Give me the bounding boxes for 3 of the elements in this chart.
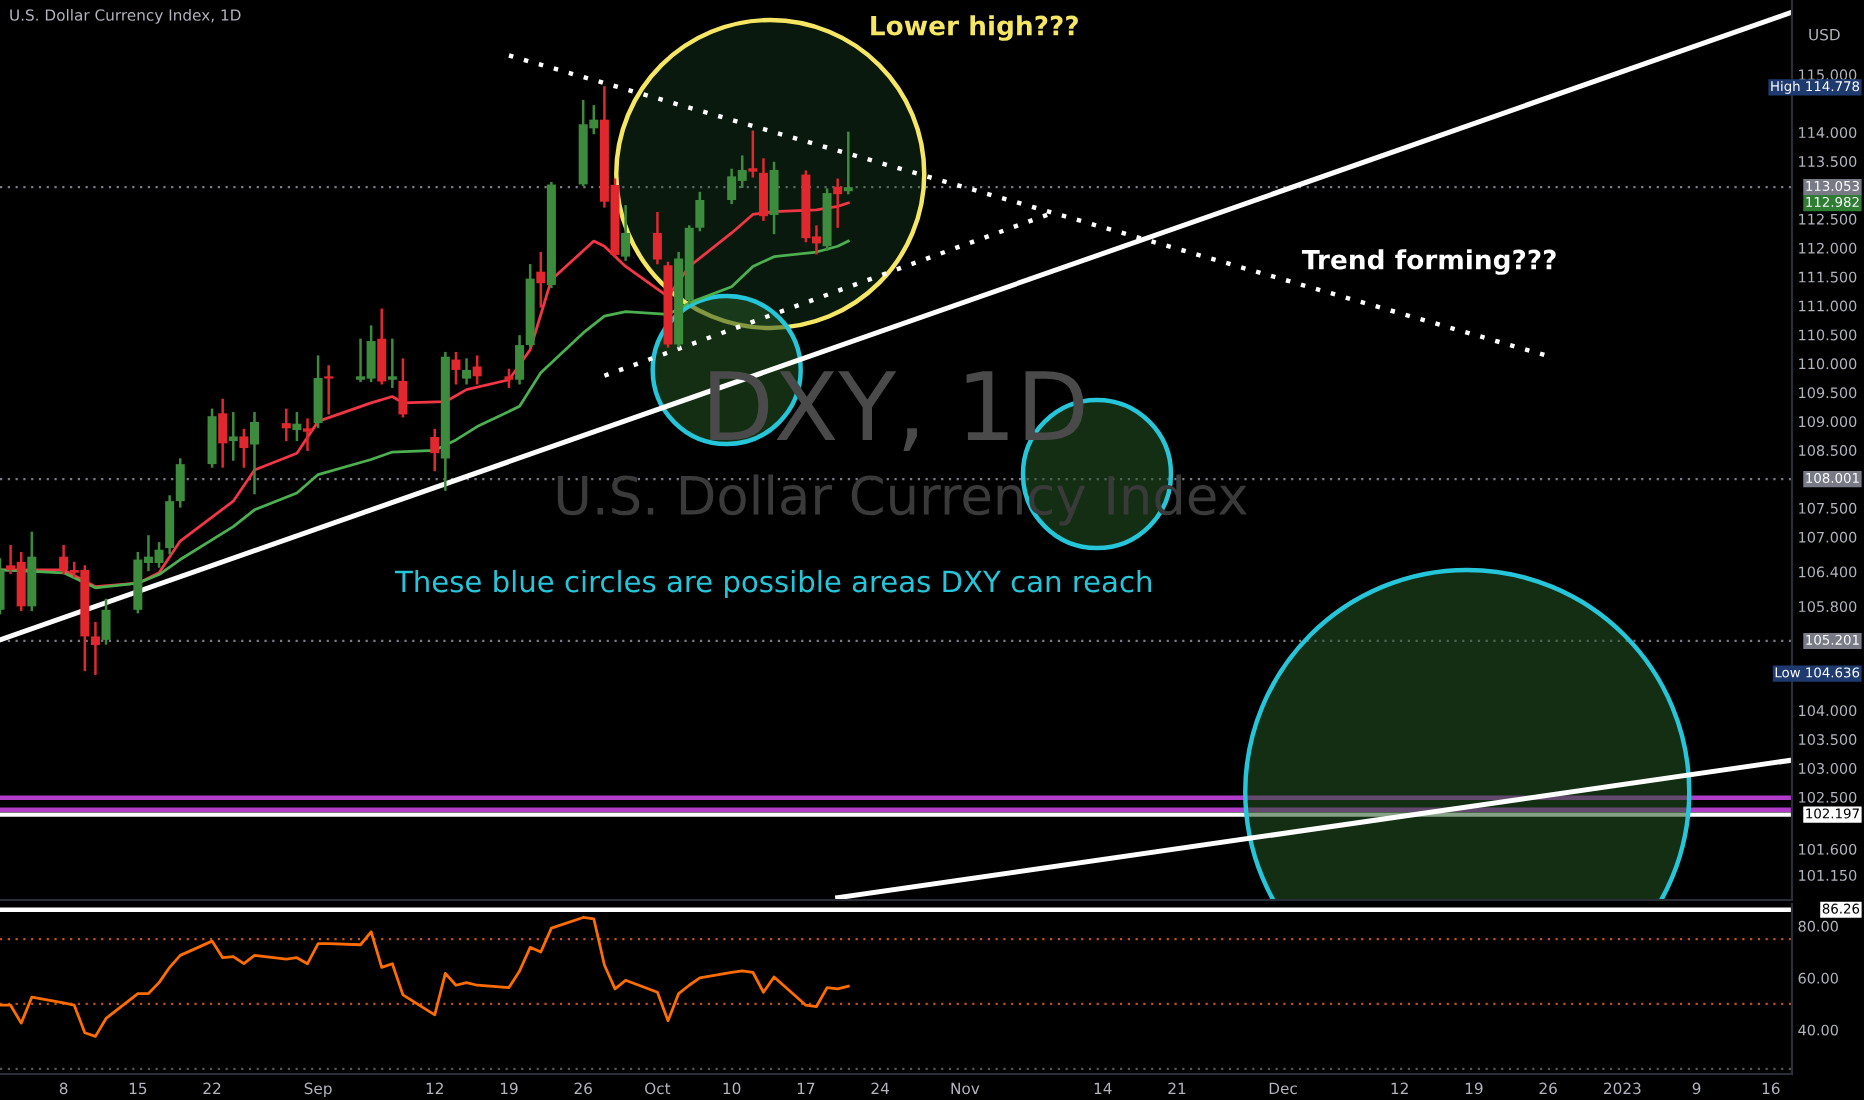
annotation: Trend forming??? (1301, 249, 1556, 275)
annotation: Lower high??? (871, 15, 1078, 41)
annotation: These blue circles are possible areas DXY can reach (394, 569, 1151, 599)
